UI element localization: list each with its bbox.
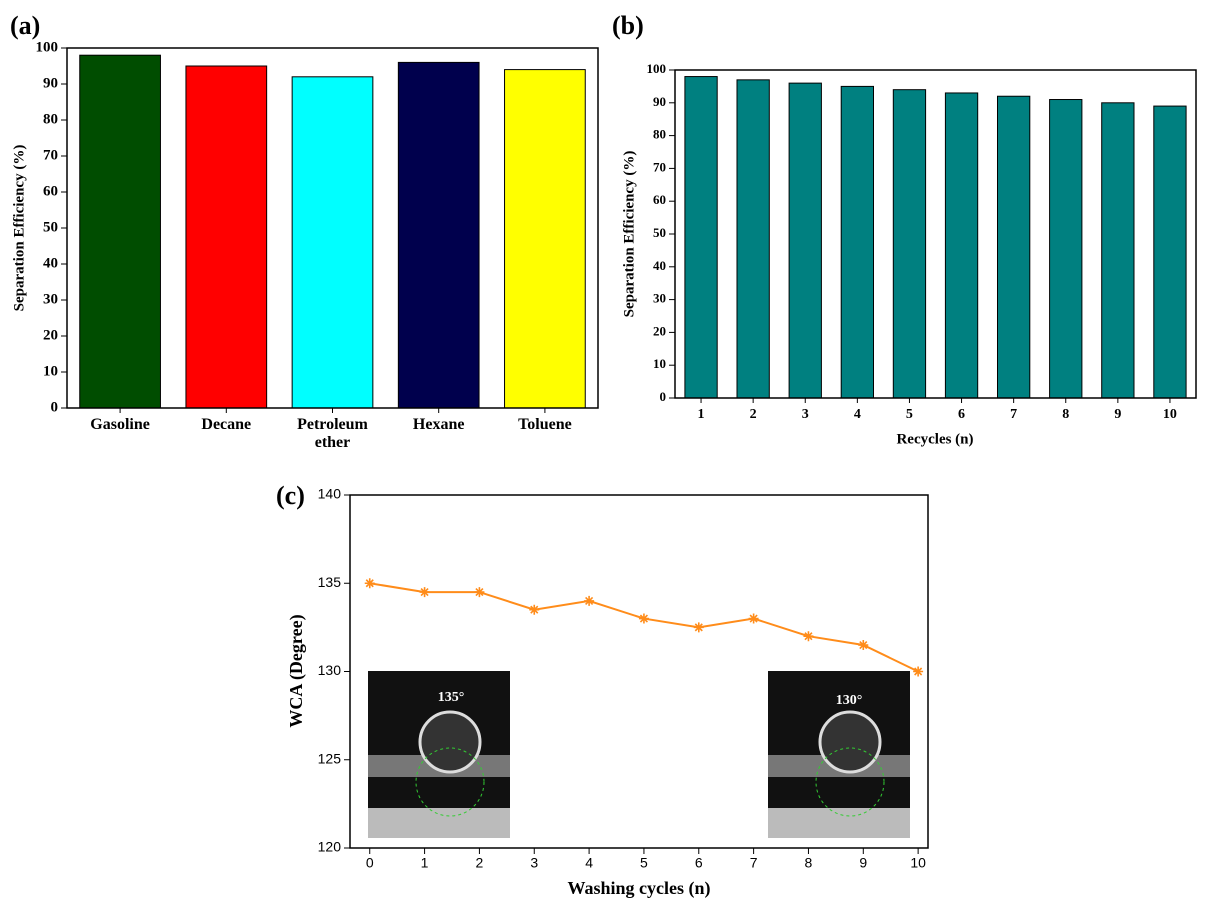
data-point (748, 613, 759, 624)
y-tick-label: 50 (653, 225, 666, 240)
x-tick-label: 9 (1114, 407, 1122, 422)
bar (944, 92, 979, 399)
x-tick-label: 4 (853, 407, 861, 422)
y-tick-label: 30 (653, 291, 666, 306)
plot-frame (66, 47, 599, 409)
y-tick-label: 20 (43, 327, 58, 343)
data-point (638, 613, 649, 624)
x-tick-label: 7 (1010, 407, 1018, 422)
y-axis-label: WCA (Degree) (286, 614, 307, 727)
bar (504, 69, 586, 409)
x-tick-label: 9 (859, 855, 867, 871)
y-tick-label: 10 (653, 356, 666, 371)
data-point (529, 604, 540, 615)
bar (1049, 99, 1083, 399)
x-tick-label: 4 (585, 855, 593, 871)
bar (736, 79, 770, 399)
x-tick-label: 3 (801, 407, 809, 422)
bar (79, 54, 161, 409)
annotation: 130° (836, 693, 863, 708)
x-tick-label: Gasoline (90, 416, 150, 433)
y-tick-label: 100 (36, 39, 59, 55)
x-tick-label: 8 (1062, 407, 1070, 422)
y-axis-label: Separation Efficiency (%) (11, 145, 27, 312)
x-tick-label: 0 (366, 855, 374, 871)
y-tick-label: 120 (318, 839, 342, 855)
data-point (364, 578, 375, 589)
y-tick-label: 80 (43, 111, 58, 127)
bar (1153, 105, 1187, 399)
bar (185, 65, 268, 409)
y-tick-label: 125 (318, 750, 342, 766)
bar (397, 61, 480, 409)
annotation: 135° (438, 690, 465, 705)
panel-label: (c) (276, 481, 305, 510)
y-tick-label: 140 (318, 486, 342, 502)
y-tick-label: 40 (653, 258, 666, 273)
data-line (369, 582, 919, 673)
x-tick-label: 1 (697, 407, 705, 422)
y-tick-label: 50 (43, 219, 58, 235)
x-tick-label: 6 (958, 407, 966, 422)
y-tick-label: 30 (43, 291, 58, 307)
bar (840, 85, 875, 399)
y-tick-label: 135 (318, 574, 342, 590)
y-tick-label: 20 (653, 323, 666, 338)
data-point (419, 587, 430, 598)
y-tick-label: 0 (51, 399, 59, 415)
plot-frame (349, 494, 929, 849)
y-tick-label: 0 (660, 389, 667, 404)
bar (996, 95, 1031, 399)
y-tick-label: 90 (653, 94, 666, 109)
y-tick-label: 90 (43, 75, 58, 91)
bar (892, 89, 927, 399)
y-tick-label: 70 (653, 159, 666, 174)
x-tick-label: 7 (750, 855, 758, 871)
x-axis-label: Washing cycles (n) (567, 878, 710, 899)
x-tick-label: 10 (1162, 407, 1177, 422)
x-tick-label: 3 (530, 855, 538, 871)
data-point (584, 595, 595, 606)
x-tick-label: 5 (640, 855, 648, 871)
data-point (474, 587, 485, 598)
x-tick-label: Toluene (518, 416, 572, 433)
panel-label: (a) (10, 11, 40, 40)
bar (1101, 102, 1135, 399)
y-tick-label: 60 (653, 192, 666, 207)
plot-frame (674, 69, 1197, 399)
data-point (913, 666, 924, 677)
y-tick-label: 10 (43, 363, 58, 379)
x-tick-label: 2 (476, 855, 484, 871)
inset-image (368, 671, 510, 838)
bar (788, 82, 822, 399)
x-tick-label: 5 (905, 407, 913, 422)
data-point (803, 631, 814, 642)
panel-label: (b) (612, 11, 644, 40)
x-tick-label: Petroleum ether (297, 416, 368, 451)
y-tick-label: 80 (653, 127, 666, 142)
inset-image (768, 671, 910, 838)
x-tick-label: 1 (421, 855, 429, 871)
y-tick-label: 60 (43, 183, 58, 199)
y-tick-label: 70 (43, 147, 58, 163)
x-tick-label: 8 (805, 855, 813, 871)
x-tick-label: 6 (695, 855, 703, 871)
y-axis-label: Separation Efficiency (%) (621, 151, 637, 318)
x-tick-label: Decane (201, 416, 252, 433)
y-tick-label: 40 (43, 255, 58, 271)
x-tick-label: 2 (749, 407, 757, 422)
bar (291, 76, 374, 409)
x-tick-label: 10 (910, 855, 926, 871)
x-tick-label: Hexane (412, 416, 465, 433)
y-tick-label: 130 (318, 662, 342, 678)
data-point (693, 622, 704, 633)
data-point (858, 640, 869, 651)
x-axis-label: Recycles (n) (896, 431, 973, 447)
y-tick-label: 100 (647, 61, 667, 76)
bar (684, 76, 718, 399)
